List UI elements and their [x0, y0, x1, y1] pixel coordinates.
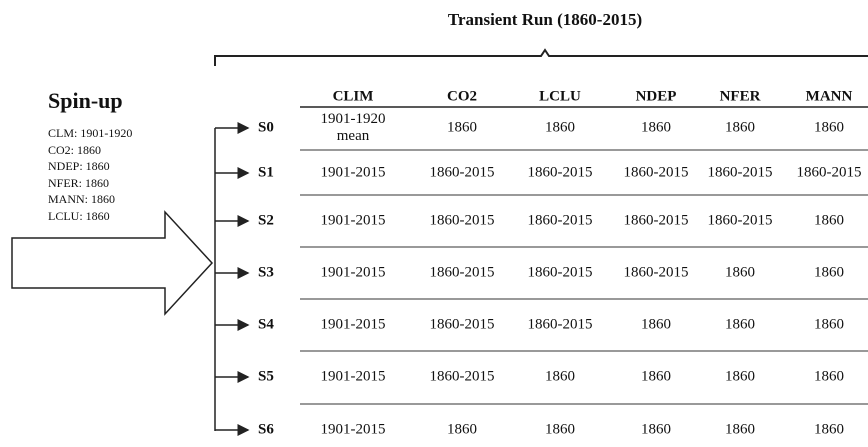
cell: 1860: [641, 368, 671, 385]
cell: 1860: [814, 264, 844, 281]
cell: 1860: [814, 212, 844, 229]
cell: 1860: [641, 316, 671, 333]
cell: 1860: [814, 368, 844, 385]
big-arrow: [11, 210, 214, 316]
cell: 1901-2015: [320, 164, 386, 181]
scenario-label: S0: [258, 119, 274, 136]
column-header: NDEP: [635, 88, 677, 105]
cell: 1860-2015: [527, 164, 593, 181]
cell: 1860: [447, 421, 477, 438]
column-header: LCLU: [539, 88, 581, 105]
cell: 1901-2015: [320, 264, 386, 281]
title: Transient Run (1860-2015): [447, 10, 643, 29]
cell: 1860-2015: [429, 164, 495, 181]
cell: 1860-2015: [429, 264, 495, 281]
column-header: CO2: [447, 88, 477, 105]
cell: 1860-2015: [527, 264, 593, 281]
cell: 1860-2015: [429, 368, 495, 385]
spinup-setting: MANN: 1860: [48, 192, 116, 206]
cell: 1860-2015: [527, 212, 593, 229]
cell: 1860: [725, 119, 755, 136]
cell: 1860-2015: [429, 212, 495, 229]
cell: 1860: [545, 421, 575, 438]
spinup-setting: LCLU: 1860: [48, 208, 110, 223]
cell: 1860-2015: [796, 164, 862, 181]
cell: 1860-2015: [623, 212, 689, 229]
cell: 1860: [814, 119, 844, 136]
cell: 1860-2015: [707, 212, 773, 229]
cell: 1901-2015: [320, 316, 386, 333]
spinup-heading: Spin-up: [48, 88, 123, 113]
cell: 1860-2015: [623, 264, 689, 281]
cell: 1860: [447, 119, 477, 136]
scenario-label: S1: [258, 164, 274, 181]
spinup-setting: NDEP: 1860: [48, 159, 110, 173]
column-header: MANN: [805, 88, 853, 105]
bracket: [214, 48, 868, 66]
scenario-label: S5: [258, 368, 274, 385]
cell: 1860: [641, 421, 671, 438]
cell: 1860: [725, 264, 755, 281]
cell: 1860: [545, 368, 575, 385]
scenario-label: S3: [258, 264, 274, 281]
cell: 1860: [725, 316, 755, 333]
cell: 1860: [725, 368, 755, 385]
cell: 1860: [814, 421, 844, 438]
spinup-setting: CO2: 1860: [48, 142, 102, 157]
cell: 1860: [814, 316, 844, 333]
cell: 1860: [545, 119, 575, 136]
cell: 1901-2015: [320, 368, 386, 385]
scenario-label: S4: [258, 316, 274, 333]
cell: 1860-2015: [527, 316, 593, 333]
spinup-setting: NFER: 1860: [48, 175, 110, 190]
scenario-label: S2: [258, 212, 274, 229]
cell: 1901-1920 mean: [320, 111, 386, 144]
cell: 1860-2015: [623, 164, 689, 181]
cell: 1860: [725, 421, 755, 438]
spinup-settings: CLM: 1901-1920 CO2: 1860 NDEP: 1860 NFER: 1…: [48, 125, 132, 224]
scenario-label: S6: [258, 421, 274, 438]
cell: 1901-2015: [320, 421, 386, 438]
column-header: NFER: [719, 88, 761, 105]
cell: 1901-2015: [320, 212, 386, 229]
cell: 1860-2015: [707, 164, 773, 181]
cell: 1860-2015: [429, 316, 495, 333]
column-header: CLIM: [332, 88, 374, 105]
cell: 1860: [641, 119, 671, 136]
spinup-setting: CLM: 1901-1920: [48, 126, 133, 140]
